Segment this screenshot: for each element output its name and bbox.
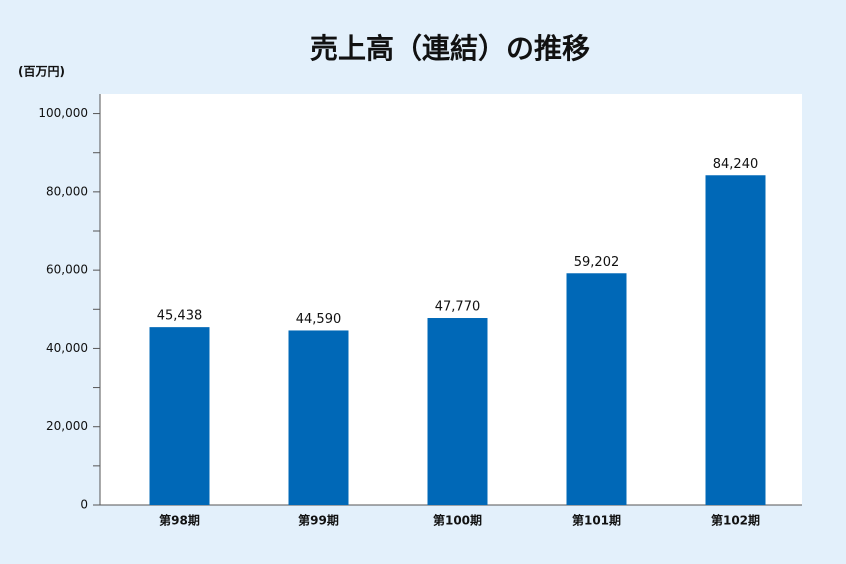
bar — [566, 273, 627, 505]
x-tick-label: 第98期 — [159, 513, 200, 528]
value-label: 45,438 — [157, 309, 203, 324]
bar — [149, 327, 210, 505]
y-tick-label: 60,000 — [46, 263, 88, 277]
x-tick-label: 第101期 — [572, 513, 621, 528]
y-unit: (百万円) — [18, 65, 65, 79]
y-tick-label: 80,000 — [46, 184, 88, 198]
value-label: 84,240 — [713, 157, 759, 172]
x-tick-label: 第100期 — [433, 513, 482, 528]
bar — [427, 318, 488, 505]
y-tick-label: 0 — [80, 498, 88, 512]
bar — [288, 330, 349, 505]
x-tick-label: 第102期 — [711, 513, 760, 528]
value-label: 59,202 — [574, 255, 620, 270]
y-tick-label: 100,000 — [38, 106, 88, 120]
y-tick-label: 40,000 — [46, 341, 88, 355]
bar — [705, 175, 766, 506]
value-label: 47,770 — [435, 300, 481, 315]
x-tick-label: 第99期 — [298, 513, 339, 528]
y-tick-label: 20,000 — [46, 419, 88, 433]
chart-title: 売上高（連結）の推移 — [310, 32, 590, 65]
value-label: 44,590 — [296, 312, 342, 327]
